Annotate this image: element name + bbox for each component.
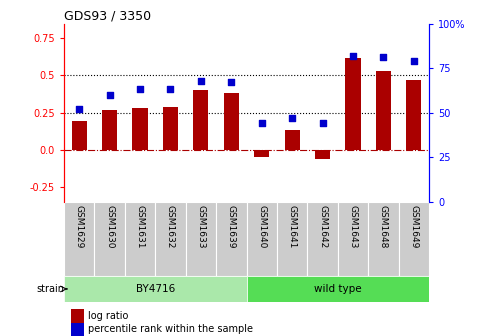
Text: GSM1639: GSM1639	[227, 205, 236, 249]
Point	[167, 87, 175, 92]
Point	[106, 92, 113, 97]
Bar	[307, 202, 338, 276]
Bar	[64, 202, 95, 276]
Bar	[284, 130, 300, 150]
Text: GSM1643: GSM1643	[349, 205, 357, 249]
Text: GSM1649: GSM1649	[409, 205, 418, 249]
Bar	[406, 80, 422, 150]
Bar	[125, 202, 155, 276]
Text: GSM1631: GSM1631	[136, 205, 144, 249]
Bar	[345, 58, 360, 150]
Point	[288, 115, 296, 121]
Text: GSM1640: GSM1640	[257, 205, 266, 249]
Bar	[277, 202, 307, 276]
Bar	[246, 276, 429, 302]
Point	[227, 80, 235, 85]
Text: GSM1641: GSM1641	[287, 205, 297, 249]
Bar	[102, 110, 117, 150]
Bar	[133, 108, 148, 150]
Text: GSM1642: GSM1642	[318, 205, 327, 249]
Bar	[71, 323, 84, 336]
Text: GSM1633: GSM1633	[196, 205, 206, 249]
Bar	[155, 202, 186, 276]
Text: log ratio: log ratio	[88, 311, 128, 321]
Bar	[95, 202, 125, 276]
Text: BY4716: BY4716	[136, 284, 175, 294]
Text: wild type: wild type	[314, 284, 361, 294]
Text: GSM1632: GSM1632	[166, 205, 175, 249]
Bar	[186, 202, 216, 276]
Bar	[338, 202, 368, 276]
Point	[136, 87, 144, 92]
Bar	[376, 71, 391, 150]
Text: percentile rank within the sample: percentile rank within the sample	[88, 324, 253, 334]
Bar	[193, 90, 209, 150]
Bar	[64, 276, 246, 302]
Bar	[71, 121, 87, 150]
Text: GDS93 / 3350: GDS93 / 3350	[64, 9, 151, 23]
Text: GSM1648: GSM1648	[379, 205, 388, 249]
Text: strain: strain	[36, 284, 64, 294]
Bar	[71, 309, 84, 323]
Point	[318, 121, 326, 126]
Point	[75, 106, 83, 112]
Bar	[216, 202, 246, 276]
Point	[349, 53, 357, 58]
Bar	[163, 107, 178, 150]
Point	[410, 58, 418, 64]
Bar	[224, 93, 239, 150]
Bar	[398, 202, 429, 276]
Bar	[254, 150, 269, 157]
Text: GSM1629: GSM1629	[75, 205, 84, 249]
Text: GSM1630: GSM1630	[105, 205, 114, 249]
Point	[197, 78, 205, 83]
Point	[380, 55, 387, 60]
Bar	[368, 202, 398, 276]
Bar	[246, 202, 277, 276]
Bar	[315, 150, 330, 159]
Point	[258, 121, 266, 126]
